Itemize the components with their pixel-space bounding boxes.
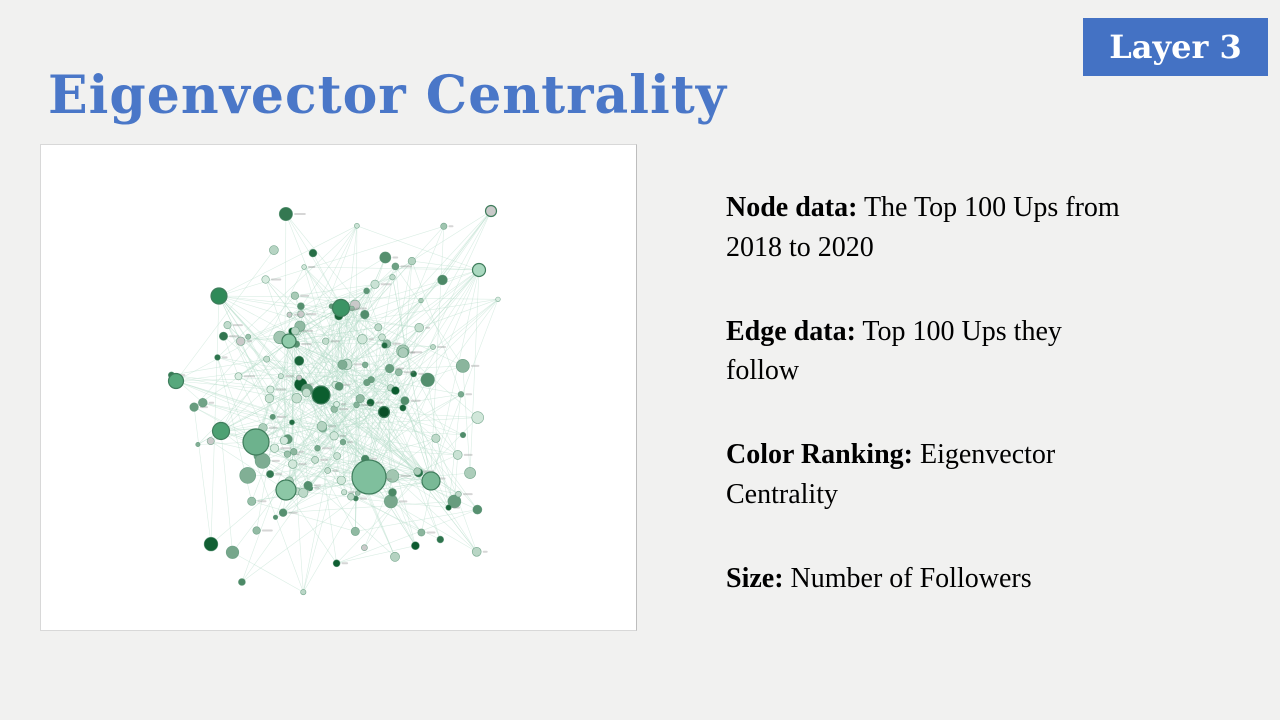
details-list: Node data: The Top 100 Ups from 2018 to … <box>726 188 1138 642</box>
detail-text: Top 100 Ups they follow <box>726 315 1062 387</box>
detail-text: The Top 100 Ups from 2018 to 2020 <box>726 192 1120 263</box>
layer-badge: Layer 3 <box>1083 18 1268 76</box>
detail-item-color-ranking: Color Ranking: Eigenvector Centrality <box>726 435 1138 515</box>
network-graph <box>167 204 501 596</box>
detail-text: Eigenvector Centrality <box>726 439 1056 510</box>
detail-text: Number of Followers <box>790 562 1032 594</box>
network-panel <box>40 144 637 631</box>
detail-label: Size: <box>726 562 784 594</box>
detail-label: Edge data: <box>726 315 856 347</box>
detail-item-node-data: Node data: The Top 100 Ups from 2018 to … <box>726 188 1138 268</box>
detail-item-size: Size: Number of Followers <box>726 559 1138 599</box>
detail-item-edge-data: Edge data: Top 100 Ups they follow <box>726 312 1138 392</box>
detail-label: Node data: <box>726 192 858 223</box>
detail-label: Color Ranking: <box>726 439 913 470</box>
layer-badge-label: Layer 3 <box>1109 28 1242 66</box>
page-title: Eigenvector Centrality <box>48 64 727 126</box>
